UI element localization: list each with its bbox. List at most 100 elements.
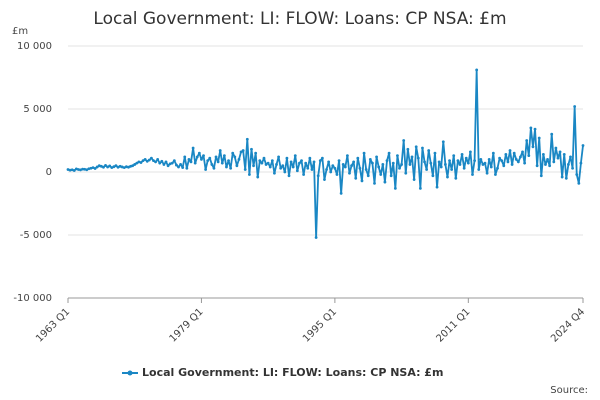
data-point — [104, 164, 107, 167]
data-point — [435, 185, 439, 189]
data-point — [273, 171, 276, 175]
data-point — [225, 165, 228, 169]
data-point — [204, 168, 208, 171]
data-point — [381, 163, 385, 166]
data-point — [485, 171, 489, 175]
data-point — [519, 155, 522, 159]
x-tick-label: 1995 Q1 — [301, 306, 339, 344]
data-point — [452, 154, 456, 158]
data-point — [456, 159, 460, 163]
data-point — [441, 140, 445, 144]
data-point — [387, 151, 391, 155]
legend-label: Local Government: LI: FLOW: Loans: CP NS… — [142, 366, 443, 379]
data-point — [281, 164, 285, 168]
data-point — [245, 137, 249, 141]
data-point — [68, 168, 72, 172]
data-point — [471, 173, 474, 176]
data-point — [429, 161, 433, 165]
data-point — [72, 169, 76, 172]
data-point — [343, 165, 347, 169]
data-point — [177, 165, 180, 169]
data-point — [85, 168, 89, 172]
data-point — [560, 175, 564, 179]
x-tick-label: 2011 Q1 — [434, 306, 472, 344]
data-point — [323, 178, 326, 181]
data-point — [333, 166, 337, 170]
data-point — [175, 163, 178, 167]
data-point — [314, 236, 318, 239]
data-point — [208, 156, 212, 160]
data-point — [325, 168, 328, 171]
data-point — [270, 159, 274, 163]
data-point — [150, 156, 153, 160]
data-point — [448, 159, 451, 163]
y-tick-label: 5 000 — [23, 104, 52, 115]
data-point — [377, 165, 381, 169]
data-point — [575, 173, 579, 176]
data-point — [206, 159, 210, 163]
data-point — [235, 164, 239, 168]
data-point — [406, 147, 410, 151]
data-point — [312, 160, 316, 164]
data-point — [166, 164, 170, 168]
x-tick-label: 1979 Q1 — [168, 306, 206, 344]
data-point — [335, 173, 339, 176]
data-point — [233, 155, 237, 159]
data-point — [546, 158, 549, 161]
x-tick-label: 1963 Q1 — [34, 306, 72, 344]
data-point — [567, 163, 570, 166]
data-point — [552, 160, 556, 164]
data-point — [558, 150, 562, 154]
data-point — [400, 163, 404, 166]
y-tick-label: -5 000 — [20, 230, 52, 241]
data-point — [216, 160, 220, 164]
data-point — [283, 170, 287, 174]
data-point — [516, 160, 520, 164]
data-point — [352, 160, 356, 164]
data-point — [529, 126, 533, 130]
data-point — [275, 163, 278, 166]
data-point — [425, 168, 429, 171]
data-point — [152, 159, 155, 163]
data-point — [77, 168, 80, 171]
data-point — [158, 161, 162, 165]
data-point — [506, 160, 510, 164]
data-point — [412, 178, 416, 181]
legend-marker — [127, 370, 133, 376]
data-point — [458, 163, 462, 166]
data-point — [316, 174, 320, 178]
data-point — [329, 170, 333, 174]
data-point — [289, 160, 293, 164]
data-point — [258, 159, 262, 163]
data-point — [291, 165, 295, 169]
data-point — [114, 164, 118, 168]
data-point — [239, 150, 243, 154]
data-point — [227, 159, 230, 163]
data-point — [145, 159, 149, 163]
data-point — [571, 166, 574, 170]
data-point — [318, 159, 322, 163]
data-point — [337, 159, 341, 163]
data-point — [331, 164, 335, 168]
data-point — [383, 180, 387, 184]
data-point — [187, 158, 191, 161]
data-point — [481, 163, 485, 166]
data-point — [306, 166, 310, 170]
data-point — [569, 155, 572, 159]
data-point — [537, 136, 541, 140]
data-point — [295, 169, 299, 173]
data-point — [95, 165, 99, 169]
data-point — [416, 156, 420, 160]
data-point — [156, 158, 160, 161]
data-point — [170, 161, 174, 165]
data-point — [212, 166, 216, 170]
data-point — [243, 168, 247, 171]
data-point — [143, 158, 147, 161]
data-point — [483, 161, 487, 165]
data-point — [260, 161, 264, 165]
data-point — [498, 156, 501, 160]
data-point — [446, 175, 449, 179]
data-point — [268, 165, 272, 169]
data-point — [231, 151, 235, 155]
data-point — [535, 164, 539, 168]
